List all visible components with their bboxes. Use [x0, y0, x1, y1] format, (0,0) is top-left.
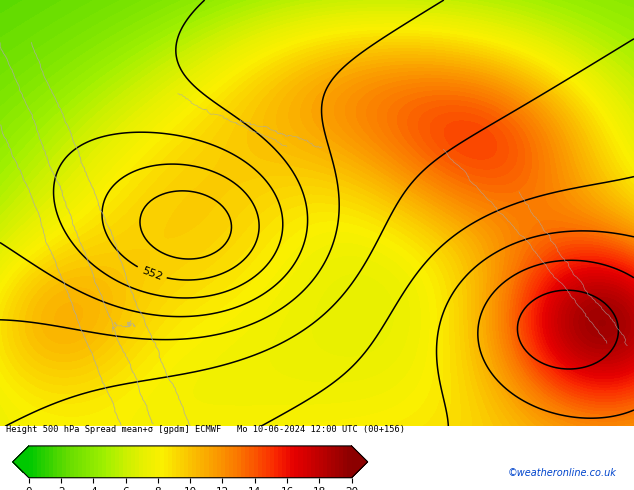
Text: Height 500 hPa Spread mean+σ [gpdm] ECMWF   Mo 10-06-2024 12:00 UTC (00+156): Height 500 hPa Spread mean+σ [gpdm] ECMW…: [6, 425, 405, 434]
Text: 552: 552: [140, 265, 164, 282]
PathPatch shape: [13, 446, 29, 478]
Text: ©weatheronline.co.uk: ©weatheronline.co.uk: [507, 468, 616, 478]
PathPatch shape: [352, 446, 368, 478]
